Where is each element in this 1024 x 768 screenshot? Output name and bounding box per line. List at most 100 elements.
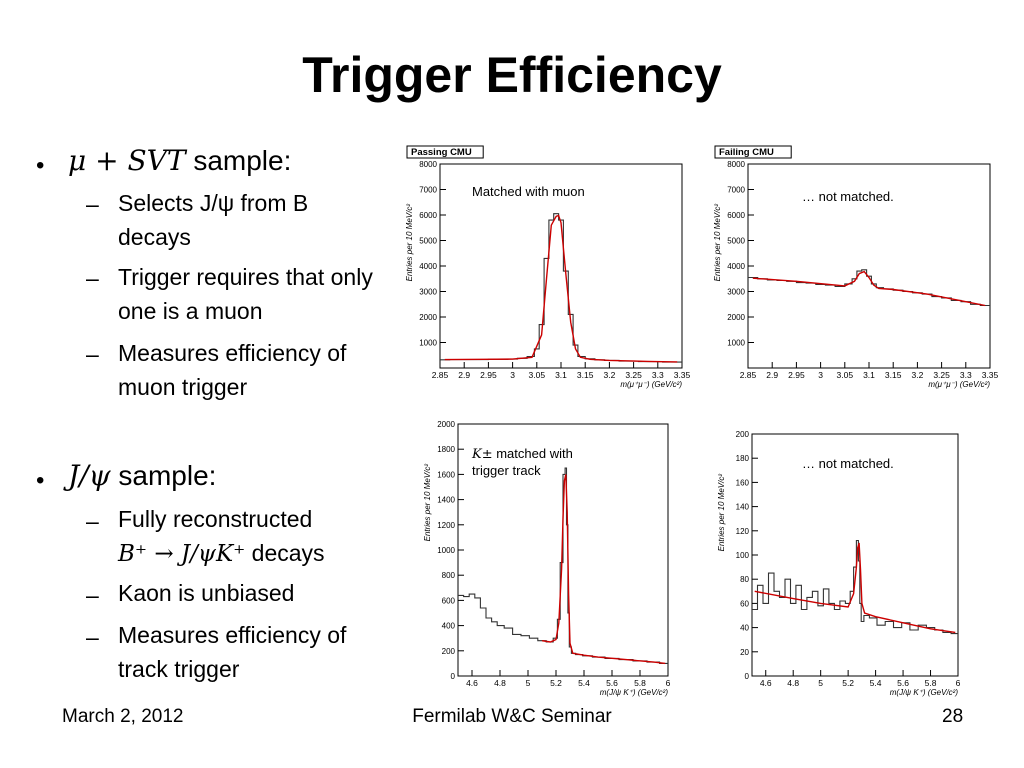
y-axis-label: Entries per 10 MeV/c² bbox=[423, 464, 432, 542]
y-tick-label: 100 bbox=[736, 551, 750, 560]
y-tick-label: 0 bbox=[745, 672, 750, 681]
y-tick-label: 400 bbox=[442, 622, 456, 631]
chart-panel-3: 0 200 400 600 800 1000 1200 1400 1600 1800 2000 4.6… bbox=[423, 420, 671, 697]
y-tick-label: 800 bbox=[442, 571, 456, 580]
chart-panel-2: 1000 2000 3000 4000 5000 6000 7000 8000 2.85 2.9 2… bbox=[713, 145, 999, 389]
y-tick-label: 20 bbox=[740, 648, 749, 657]
x-axis-label: m(μ⁺μ⁻) (GeV/c²) bbox=[620, 380, 682, 389]
fit-curve bbox=[444, 214, 678, 363]
x-tick-label: 3.15 bbox=[577, 370, 594, 380]
x-tick-label: 3.3 bbox=[960, 370, 972, 380]
plot-frame bbox=[751, 433, 959, 677]
y-tick-label: 0 bbox=[451, 672, 456, 681]
x-tick-label: 5.6 bbox=[606, 678, 618, 688]
chart-panel-4: 0 20 40 60 80 100 120 140 160 180 200 4.6 4.8 5 5.2 5.4… bbox=[717, 430, 961, 697]
y-tick-label: 200 bbox=[736, 430, 750, 439]
x-tick-label: 6 bbox=[956, 678, 961, 688]
x-tick-label: 2.9 bbox=[458, 370, 470, 380]
y-tick-label: 6000 bbox=[419, 211, 437, 220]
x-tick-label: 3.35 bbox=[982, 370, 999, 380]
y-tick-label: 1000 bbox=[437, 546, 455, 555]
y-tick-label: 1600 bbox=[437, 470, 455, 479]
decay-math: B⁺ → J/ψK⁺ bbox=[118, 541, 246, 567]
y-tick-label: 4000 bbox=[727, 262, 745, 271]
y-tick-label: 1800 bbox=[437, 445, 455, 454]
y-tick-label: 80 bbox=[740, 575, 749, 584]
plot-frame bbox=[457, 423, 669, 677]
y-tick-label: 2000 bbox=[419, 313, 437, 322]
bullet-math: J/ψ bbox=[68, 459, 111, 492]
panel-tag: Failing CMU bbox=[719, 147, 774, 158]
y-tick-label: 180 bbox=[736, 454, 750, 463]
y-axis-label: Entries per 10 MeV/c² bbox=[713, 204, 722, 282]
sub-item-measures-muon: Measures efficiency of muon trigger bbox=[118, 340, 347, 400]
annotation: K± matched with bbox=[471, 446, 573, 462]
y-tick-label: 2000 bbox=[727, 313, 745, 322]
footer-page-number: 28 bbox=[942, 706, 964, 727]
y-tick-label: 6000 bbox=[727, 211, 745, 220]
sub-dash: – bbox=[86, 191, 99, 217]
x-tick-label: 5 bbox=[818, 678, 823, 688]
x-tick-label: 3.05 bbox=[529, 370, 546, 380]
annotation: … not matched. bbox=[802, 456, 894, 471]
y-tick-label: 7000 bbox=[419, 186, 437, 195]
y-tick-label: 5000 bbox=[419, 237, 437, 246]
x-tick-label: 5.8 bbox=[634, 678, 646, 688]
x-tick-label: 5 bbox=[526, 678, 531, 688]
x-tick-label: 3.25 bbox=[933, 370, 950, 380]
footer-date: March 2, 2012 bbox=[62, 706, 184, 727]
sub-item-selects: Selects J/ψ from B decays bbox=[118, 190, 309, 250]
chart-panel-1: 1000 2000 3000 4000 5000 6000 7000 8000 2.85 2.9 2… bbox=[405, 145, 691, 389]
y-tick-label: 4000 bbox=[419, 262, 437, 271]
y-tick-label: 1400 bbox=[437, 496, 455, 505]
x-tick-label: 2.85 bbox=[432, 370, 449, 380]
sub-item-fully: Fully reconstructed B⁺ → J/ψK⁺ decays bbox=[118, 502, 398, 571]
sub-dash: – bbox=[86, 265, 99, 291]
x-tick-label: 5.6 bbox=[897, 678, 909, 688]
y-tick-label: 160 bbox=[736, 478, 750, 487]
x-tick-label: 3 bbox=[510, 370, 515, 380]
sub-item-line: Measures efficiency of bbox=[118, 622, 347, 648]
x-tick-label: 5.4 bbox=[578, 678, 590, 688]
x-tick-label: 5.8 bbox=[925, 678, 937, 688]
x-tick-label: 4.6 bbox=[466, 678, 478, 688]
annotation: … not matched. bbox=[802, 189, 894, 204]
x-tick-label: 2.95 bbox=[480, 370, 497, 380]
x-tick-label: 4.6 bbox=[760, 678, 772, 688]
x-tick-label: 3.2 bbox=[911, 370, 923, 380]
footer-center: Fermilab W&C Seminar bbox=[412, 706, 612, 727]
x-tick-label: 3.25 bbox=[625, 370, 642, 380]
y-tick-label: 1000 bbox=[727, 339, 745, 348]
y-tick-label: 600 bbox=[442, 596, 456, 605]
x-tick-label: 3 bbox=[818, 370, 823, 380]
y-axis-label: Entries per 10 MeV/c² bbox=[405, 204, 414, 282]
y-tick-label: 7000 bbox=[727, 186, 745, 195]
x-axis-label: m(μ⁺μ⁻) (GeV/c²) bbox=[928, 380, 990, 389]
sub-dash: – bbox=[86, 341, 99, 367]
y-tick-label: 8000 bbox=[727, 160, 745, 169]
bullet-text: sample: bbox=[110, 460, 217, 491]
x-tick-label: 3.35 bbox=[674, 370, 691, 380]
sub-dash: – bbox=[86, 624, 99, 650]
y-tick-label: 3000 bbox=[727, 288, 745, 297]
x-axis-label: m(J/ψ K⁺) (GeV/c²) bbox=[600, 688, 669, 697]
x-tick-label: 3.05 bbox=[837, 370, 854, 380]
y-tick-label: 120 bbox=[736, 527, 750, 536]
x-tick-label: 4.8 bbox=[494, 678, 506, 688]
x-axis-label: m(J/ψ K⁺) (GeV/c²) bbox=[890, 688, 959, 697]
sub-dash: – bbox=[86, 508, 99, 534]
y-tick-label: 1000 bbox=[419, 339, 437, 348]
x-tick-label: 3.1 bbox=[863, 370, 875, 380]
plot-frame bbox=[747, 163, 991, 369]
x-tick-label: 2.95 bbox=[788, 370, 805, 380]
y-tick-label: 2000 bbox=[437, 420, 455, 429]
sub-item-text: decays bbox=[245, 540, 325, 566]
panel-tag-box bbox=[406, 145, 484, 159]
y-tick-label: 1200 bbox=[437, 521, 455, 530]
bullet-mu-svt: μ + SVT sample: bbox=[68, 144, 291, 178]
sub-dash: – bbox=[86, 582, 99, 608]
y-tick-label: 200 bbox=[442, 647, 456, 656]
bullet-math: μ + SVT bbox=[68, 144, 186, 177]
panel-tag-box bbox=[714, 145, 792, 159]
x-tick-label: 6 bbox=[666, 678, 671, 688]
